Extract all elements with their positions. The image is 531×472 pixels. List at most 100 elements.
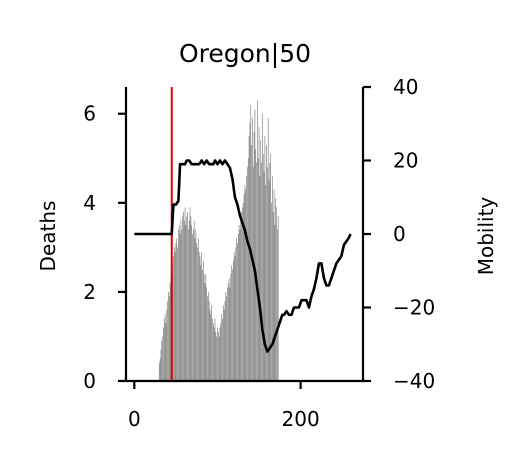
bar (177, 247, 178, 381)
bar (178, 225, 180, 381)
chart-title: Oregon|50 (179, 39, 311, 68)
bar (230, 274, 232, 381)
bar (262, 113, 263, 381)
bar (233, 251, 235, 381)
bar (175, 242, 177, 381)
bar (261, 162, 262, 381)
bar (182, 216, 183, 381)
bar (164, 314, 166, 381)
bar (218, 336, 220, 381)
bar (208, 300, 210, 381)
bar (240, 220, 242, 381)
bar (226, 296, 227, 381)
y-axis-label-deaths: Deaths (36, 201, 60, 272)
bar (232, 269, 233, 381)
bar (188, 220, 190, 381)
bar (192, 234, 193, 381)
bar (273, 189, 275, 381)
bar (239, 229, 241, 381)
bar (272, 211, 274, 381)
bar (167, 300, 168, 381)
bar (223, 309, 225, 381)
bar (252, 167, 254, 381)
bar (268, 180, 270, 381)
bar (244, 185, 246, 381)
bar (163, 327, 164, 381)
x-tick-label: 0 (128, 407, 141, 431)
bar (270, 153, 272, 381)
bar (173, 256, 174, 381)
bar (212, 323, 214, 381)
y-axis-label-mobility: Mobility (474, 197, 498, 276)
bar (196, 242, 198, 381)
bar (275, 198, 277, 381)
bar (251, 144, 252, 381)
bar (274, 225, 276, 381)
bar (220, 323, 222, 381)
bar (163, 318, 165, 381)
bar (198, 251, 200, 381)
y-tick-label-left: 2 (83, 280, 96, 304)
bar (269, 162, 271, 381)
bar (166, 309, 168, 381)
bar (262, 153, 264, 381)
bar (201, 251, 203, 381)
bar (257, 100, 258, 382)
bar (193, 220, 195, 381)
bar (276, 207, 277, 381)
bar (213, 327, 215, 381)
bar (168, 296, 170, 381)
bar (160, 349, 162, 381)
bar (227, 283, 229, 381)
bar (245, 189, 247, 381)
bar (222, 318, 223, 381)
bar (217, 332, 219, 381)
bar (165, 323, 167, 381)
bar (258, 127, 260, 381)
bar (169, 283, 171, 381)
bar (222, 305, 224, 381)
y-tick-label-right: 0 (393, 222, 406, 246)
bar (246, 176, 247, 381)
bar (272, 176, 273, 381)
bar (228, 278, 230, 381)
y-tick-label-left: 0 (83, 369, 96, 393)
bar (229, 287, 231, 381)
y-tick-label-right: 40 (393, 75, 418, 99)
bar (210, 314, 212, 381)
y-tick-label-left: 6 (83, 102, 96, 126)
bar (248, 136, 250, 381)
bar (173, 247, 175, 381)
bar (234, 256, 236, 381)
y-tick-label-right: −40 (393, 369, 435, 393)
bar (194, 238, 196, 381)
bar (207, 291, 209, 381)
bar (254, 109, 256, 382)
bar (227, 287, 228, 381)
bar (188, 229, 189, 381)
bar (162, 336, 163, 381)
bar (187, 211, 188, 381)
bar (215, 332, 217, 381)
line-layer (134, 159, 352, 353)
bar (181, 229, 183, 381)
bar (183, 220, 185, 381)
bar (260, 140, 262, 381)
bar (203, 260, 204, 381)
bar (221, 314, 222, 381)
bar (259, 176, 261, 381)
bar (219, 327, 221, 381)
bar (243, 193, 245, 381)
bar (263, 171, 265, 381)
bar (161, 340, 163, 381)
bar (238, 225, 240, 381)
bar (184, 207, 186, 381)
bar (232, 260, 234, 381)
bar (189, 207, 191, 381)
bar (256, 162, 257, 381)
bar (158, 363, 160, 381)
bar (197, 247, 198, 381)
bar (174, 251, 176, 381)
bar (277, 229, 278, 381)
bar (257, 158, 259, 381)
